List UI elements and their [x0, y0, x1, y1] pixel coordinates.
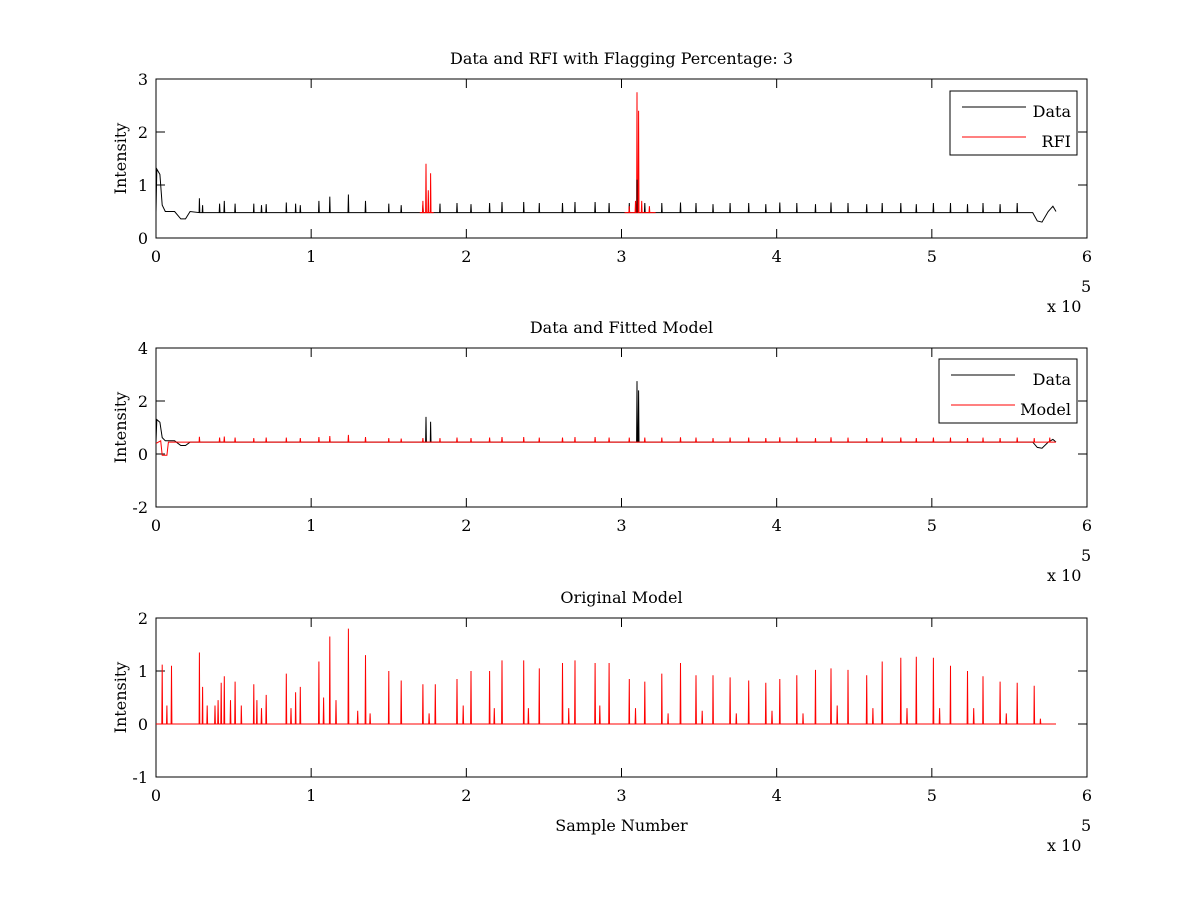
series-rfi-segment-2 [624, 92, 656, 214]
x-multiplier-exponent: 5 [1081, 816, 1091, 835]
x-tick-label: 5 [927, 247, 937, 266]
y-axis-label: Intensity [111, 662, 130, 734]
x-tick-label: 6 [1082, 247, 1092, 266]
legend: Data RFI [949, 90, 1078, 156]
subplot-title: Data and RFI with Flagging Percentage: 3 [450, 49, 793, 68]
legend-label-rfi: RFI [1042, 132, 1071, 151]
x-tick-label: 0 [151, 247, 161, 266]
x-multiplier: x 10 [1047, 566, 1081, 585]
legend-box [938, 358, 1078, 424]
plot-area [156, 92, 1057, 223]
x-tick-label: 1 [306, 516, 316, 535]
x-tick-label: 1 [306, 786, 316, 805]
subplot-title: Original Model [560, 588, 682, 607]
y-tick-label: 0 [138, 229, 148, 248]
x-tick-label: 3 [616, 516, 626, 535]
y-tick-label: 3 [138, 70, 148, 89]
x-tick-label: 2 [461, 247, 471, 266]
x-multiplier: x 10 [1047, 297, 1081, 316]
x-tick-label: 1 [306, 247, 316, 266]
y-axis-label: Intensity [111, 392, 130, 464]
x-tick-label: 6 [1082, 786, 1092, 805]
x-tick-label: 2 [461, 786, 471, 805]
x-tick-label: 3 [616, 247, 626, 266]
series-rfi-segment-1 [419, 163, 434, 214]
x-multiplier-exponent: 5 [1081, 277, 1091, 296]
x-axis-label: Sample Number [555, 816, 688, 835]
y-tick-label: 4 [138, 339, 148, 358]
x-tick-label: 6 [1082, 516, 1092, 535]
x-tick-label: 5 [927, 786, 937, 805]
legend: Data Model [938, 358, 1078, 424]
legend-label-model: Model [1020, 400, 1071, 419]
x-tick-label: 2 [461, 516, 471, 535]
plot-area [156, 381, 1057, 456]
y-tick-label: -1 [132, 768, 148, 787]
y-tick-label: 1 [138, 176, 148, 195]
series-data-line [156, 167, 1057, 223]
x-multiplier-base: x 10 [1047, 836, 1081, 855]
x-multiplier-base: x 10 [1047, 297, 1081, 316]
legend-label-data: Data [1033, 370, 1072, 389]
series-model-line [156, 434, 1056, 456]
x-multiplier: x 10 [1047, 836, 1081, 855]
x-multiplier-exponent: 5 [1081, 546, 1091, 565]
x-tick-label: 3 [616, 786, 626, 805]
y-tick-label: 2 [138, 123, 148, 142]
x-tick-label: 5 [927, 516, 937, 535]
legend-box [949, 90, 1078, 156]
legend-label-data: Data [1033, 102, 1072, 121]
y-tick-label: 0 [138, 715, 148, 734]
y-tick-label: 0 [138, 445, 148, 464]
subplot-title: Data and Fitted Model [530, 318, 713, 337]
plot-area [156, 628, 1056, 725]
x-tick-label: 0 [151, 516, 161, 535]
y-tick-label: -2 [132, 498, 148, 517]
x-tick-label: 4 [772, 516, 782, 535]
y-tick-label: 2 [138, 392, 148, 411]
series-model-line [156, 628, 1056, 725]
y-tick-label: 1 [138, 662, 148, 681]
y-tick-label: 2 [138, 609, 148, 628]
x-tick-label: 4 [772, 247, 782, 266]
x-tick-label: 4 [772, 786, 782, 805]
series-data-line [156, 381, 1057, 449]
y-axis-label: Intensity [111, 123, 130, 195]
x-multiplier-base: x 10 [1047, 566, 1081, 585]
x-tick-label: 0 [151, 786, 161, 805]
